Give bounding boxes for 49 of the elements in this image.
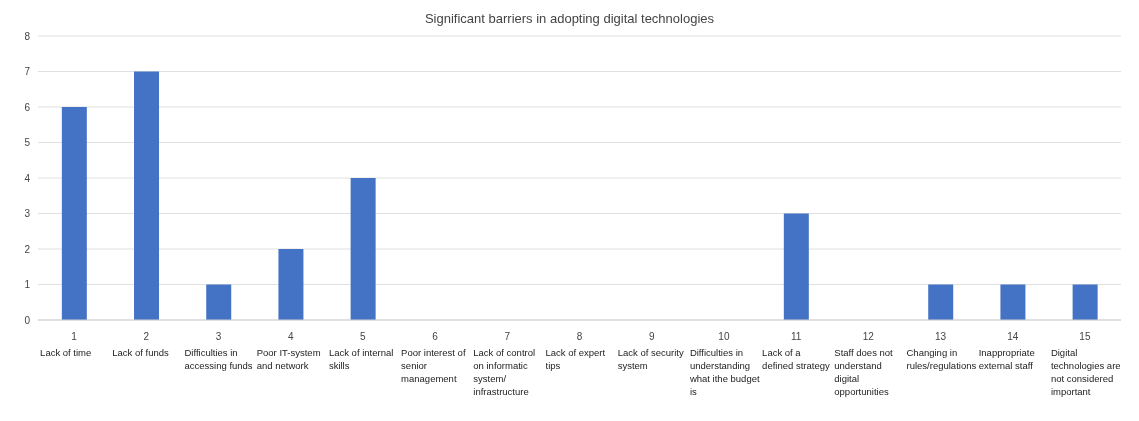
bar bbox=[206, 284, 232, 320]
text: Lack of expert tips bbox=[545, 346, 607, 372]
y-tick-label: 0 bbox=[24, 314, 31, 326]
x-tick-label: 3 bbox=[215, 331, 222, 342]
y-tick-label: 2 bbox=[24, 243, 31, 255]
y-tick-label: 1 bbox=[24, 279, 31, 291]
text: Poor interest of senior management bbox=[401, 346, 467, 385]
y-tick-label: 7 bbox=[24, 66, 31, 78]
text: Digital technologies are not considered important bbox=[1050, 346, 1122, 398]
x-tick-label: 15 bbox=[1079, 331, 1091, 342]
y-tick-label: 8 bbox=[24, 30, 31, 42]
bar bbox=[928, 284, 954, 320]
text: Inappropriate external staff bbox=[978, 346, 1036, 372]
text: Lack of a defined strategy bbox=[762, 346, 831, 372]
x-tick-label: 10 bbox=[718, 331, 730, 342]
text: Difficulties in accessing funds bbox=[184, 346, 254, 372]
x-tick-label: 7 bbox=[504, 331, 511, 342]
x-tick-label: 11 bbox=[790, 331, 802, 342]
text: Difficulties in understanding what ithe budget is bbox=[689, 346, 761, 398]
y-tick-label: 3 bbox=[24, 208, 31, 220]
text: Poor IT-system and network bbox=[256, 346, 322, 372]
x-tick-label: 2 bbox=[143, 331, 150, 342]
x-tick-label: 9 bbox=[648, 331, 655, 342]
bar bbox=[350, 178, 376, 320]
bar bbox=[1000, 284, 1026, 320]
bar bbox=[783, 213, 809, 320]
bar bbox=[278, 249, 304, 320]
x-tick-label: 8 bbox=[576, 331, 583, 342]
chart-title: Significant barriers in adopting digital technologies bbox=[423, 10, 716, 28]
bar bbox=[1072, 284, 1098, 320]
text: Lack of security system bbox=[617, 346, 685, 372]
x-tick-label: 13 bbox=[934, 331, 947, 342]
text: Lack of funds bbox=[112, 346, 170, 359]
bar bbox=[61, 107, 87, 320]
x-tick-label: 6 bbox=[432, 331, 439, 342]
text: Staff does not understand digital opportunities bbox=[834, 346, 894, 398]
y-tick-label: 5 bbox=[24, 137, 31, 149]
bar bbox=[134, 71, 160, 320]
y-tick-label: 4 bbox=[24, 172, 31, 184]
x-tick-label: 4 bbox=[287, 331, 294, 342]
x-tick-label: 5 bbox=[360, 331, 367, 342]
x-tick-label: 1 bbox=[71, 331, 78, 342]
x-tick-label: 14 bbox=[1007, 331, 1019, 342]
text: Lack of control on informatic system/ infrastructure bbox=[473, 346, 537, 398]
y-tick-label: 6 bbox=[24, 101, 31, 113]
x-tick-label: 12 bbox=[862, 331, 875, 342]
text: Changing in rules/regulations bbox=[906, 346, 978, 372]
text: Lack of time bbox=[40, 346, 93, 359]
text: Lack of internal skills bbox=[328, 346, 395, 372]
